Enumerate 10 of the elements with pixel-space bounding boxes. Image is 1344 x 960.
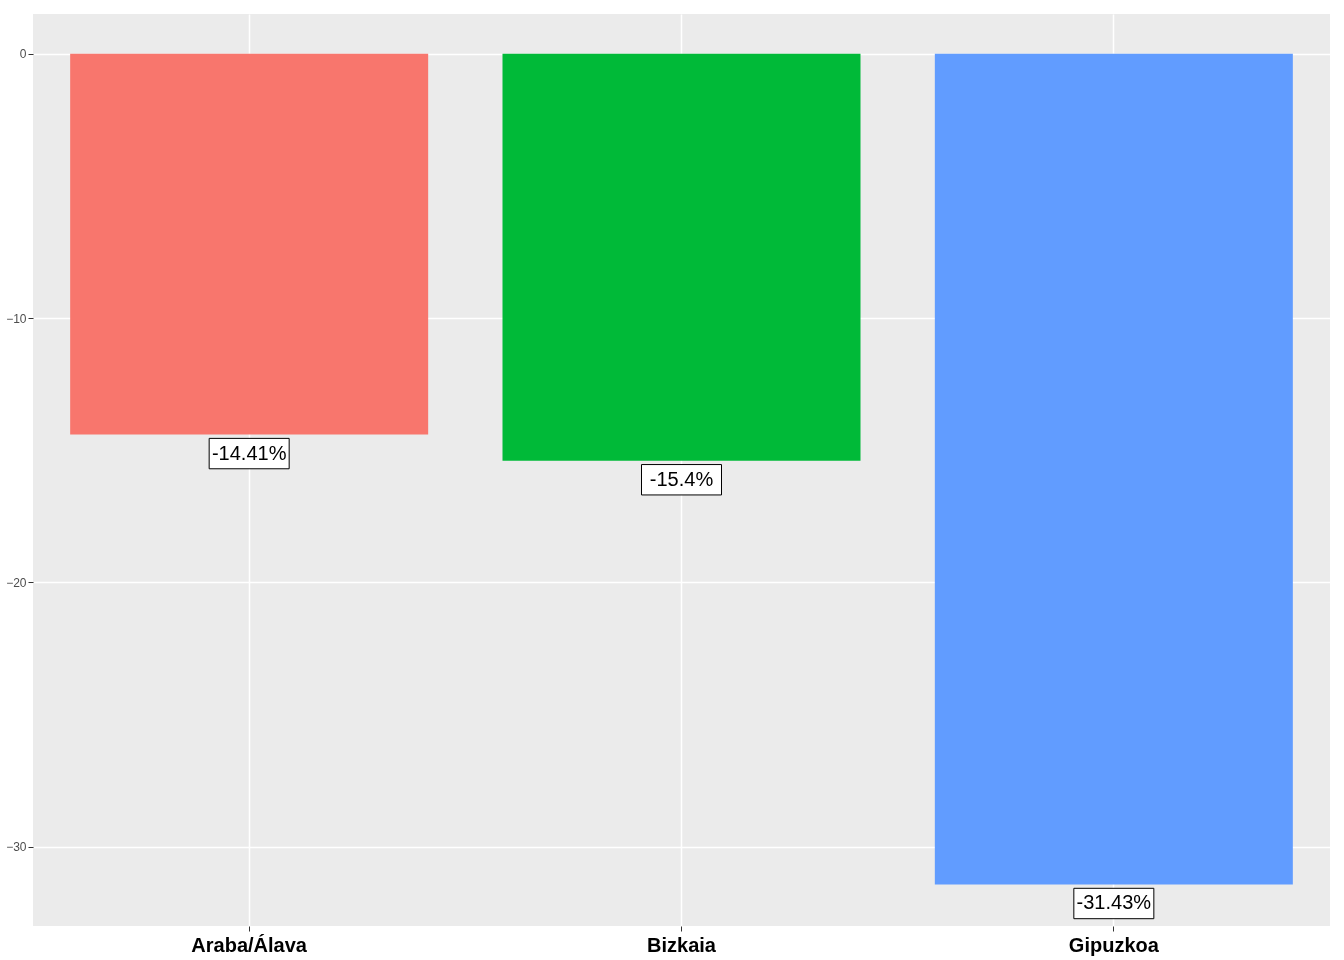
- y-tick-label: 0: [19, 47, 27, 62]
- x-tick-label: Bizkaia: [647, 933, 717, 956]
- data-label: -31.43%: [1076, 891, 1152, 914]
- y-tick-label: −20: [6, 575, 27, 590]
- data-label: -14.41%: [211, 441, 287, 464]
- data-label: -15.4%: [649, 467, 714, 490]
- y-tick-label: −10: [6, 311, 27, 326]
- x-tick-label: Gipuzkoa: [1068, 933, 1160, 956]
- y-tick-label: −30: [6, 840, 27, 855]
- x-tick-label: Araba/Álava: [191, 933, 308, 956]
